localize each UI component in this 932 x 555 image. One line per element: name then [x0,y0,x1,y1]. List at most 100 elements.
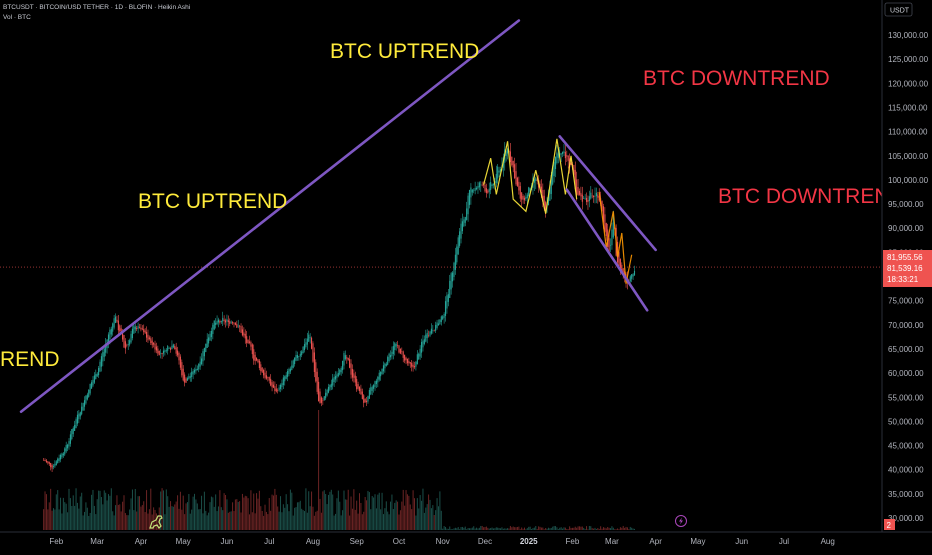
trendline[interactable] [558,135,657,252]
price-badges: 81,955.56 81,539.16 18:33:21 [883,250,932,287]
candle-body [477,186,479,189]
candle-body [444,301,447,316]
candle-body [327,386,330,393]
candle-body [618,252,620,267]
volume-bar [144,512,146,530]
volume-bar [460,527,462,530]
volume-bar [261,510,263,530]
volume-bar [134,488,136,530]
volume-bar [329,491,331,530]
candle-body [119,325,121,332]
annotation-downtrend-top[interactable]: BTC DOWNTREND [643,67,830,90]
price-tick: 55,000.00 [888,393,924,402]
volume-bar [628,529,630,530]
annotation-uptrend-top[interactable]: BTC UPTREND [330,40,479,63]
candles [43,138,636,473]
candle-body [295,354,297,361]
volume-bar [162,490,164,530]
volume-bar [422,488,424,530]
candle-body [602,206,605,223]
volume-bar [487,527,489,530]
volume-bar [409,504,411,530]
candle-body [374,381,376,387]
volume-bar [366,500,368,530]
volume-bar [212,497,214,530]
volume-bar [405,490,407,530]
volume-bar [98,490,100,530]
volume-bar [143,501,145,530]
lightning-icon[interactable] [675,515,687,527]
candle-body [549,187,551,201]
candle-body [453,262,455,277]
volume-legend[interactable]: Vol · BTC [3,14,31,21]
volume-bar [570,527,572,530]
candle-body [206,338,208,348]
candle-body [289,368,291,372]
candle-body [229,321,231,324]
trendlines[interactable] [19,19,657,414]
candle-body [52,465,55,467]
volume-bar [306,512,308,530]
marker-badge[interactable] [884,519,895,530]
candle-body [127,344,129,346]
volume-bar [591,528,593,530]
candle-body [519,186,521,199]
volume-bar [626,527,628,530]
trendline[interactable] [19,19,521,414]
annotation-uptrend-left[interactable]: REND [0,348,60,371]
volume-bar [490,528,492,530]
volume-bar [500,528,502,530]
candle-body [209,333,211,341]
volume-bar [139,496,141,530]
volume-bar [246,496,248,530]
volume-bar [208,512,210,530]
volume-bar [89,512,91,530]
volume-bar [402,489,404,530]
candle-body [188,376,190,380]
annotation-uptrend-mid[interactable]: BTC UPTREND [138,190,287,213]
volume-bar [65,503,67,530]
annotation-downtrend-right[interactable]: BTC DOWNTREND [718,185,905,208]
candle-body [296,355,299,358]
volume-bar [271,494,273,530]
candle-body [268,377,270,381]
currency-button[interactable] [884,2,913,17]
volume-bar [243,497,245,530]
volume-bar [363,511,365,530]
chart-title[interactable]: BTCUSDT · BITCOIN/USD TETHER · 1D · BLOF… [3,4,191,11]
candle-body [86,394,88,400]
price-badge-box [883,250,932,287]
volume-bar [55,494,57,530]
candle-body [230,321,232,323]
candle-body [107,334,110,344]
volume-bar [497,527,499,530]
volume-bar [54,509,56,530]
volume-bar [559,527,561,530]
current-price-label: 81,539.16 [887,264,923,273]
volume-bar [505,528,507,530]
candle-body [576,179,578,195]
candle-body [485,188,487,193]
candle-body [75,419,77,428]
candle-body [92,379,94,386]
candle-body [76,414,79,424]
candle-body [577,187,579,195]
dino-icon[interactable] [149,515,163,529]
volume-bar [625,526,627,530]
volume-bar [587,529,589,530]
trendline[interactable] [565,188,649,312]
candle-body [509,151,511,163]
candle-body [488,188,490,192]
time-axis-ticks[interactable]: Feb Mar Apr May Jun Jul Aug Sep Oct Nov Dec 2025 Feb… [49,537,834,546]
volume-bar [492,528,494,530]
volume-bar [285,494,287,530]
candle-body [495,173,497,183]
price-tick: 35,000.00 [888,490,924,499]
candle-body [278,387,280,391]
volume-bar [531,529,533,530]
volume-bar [408,495,410,530]
volume-bar [574,526,576,530]
